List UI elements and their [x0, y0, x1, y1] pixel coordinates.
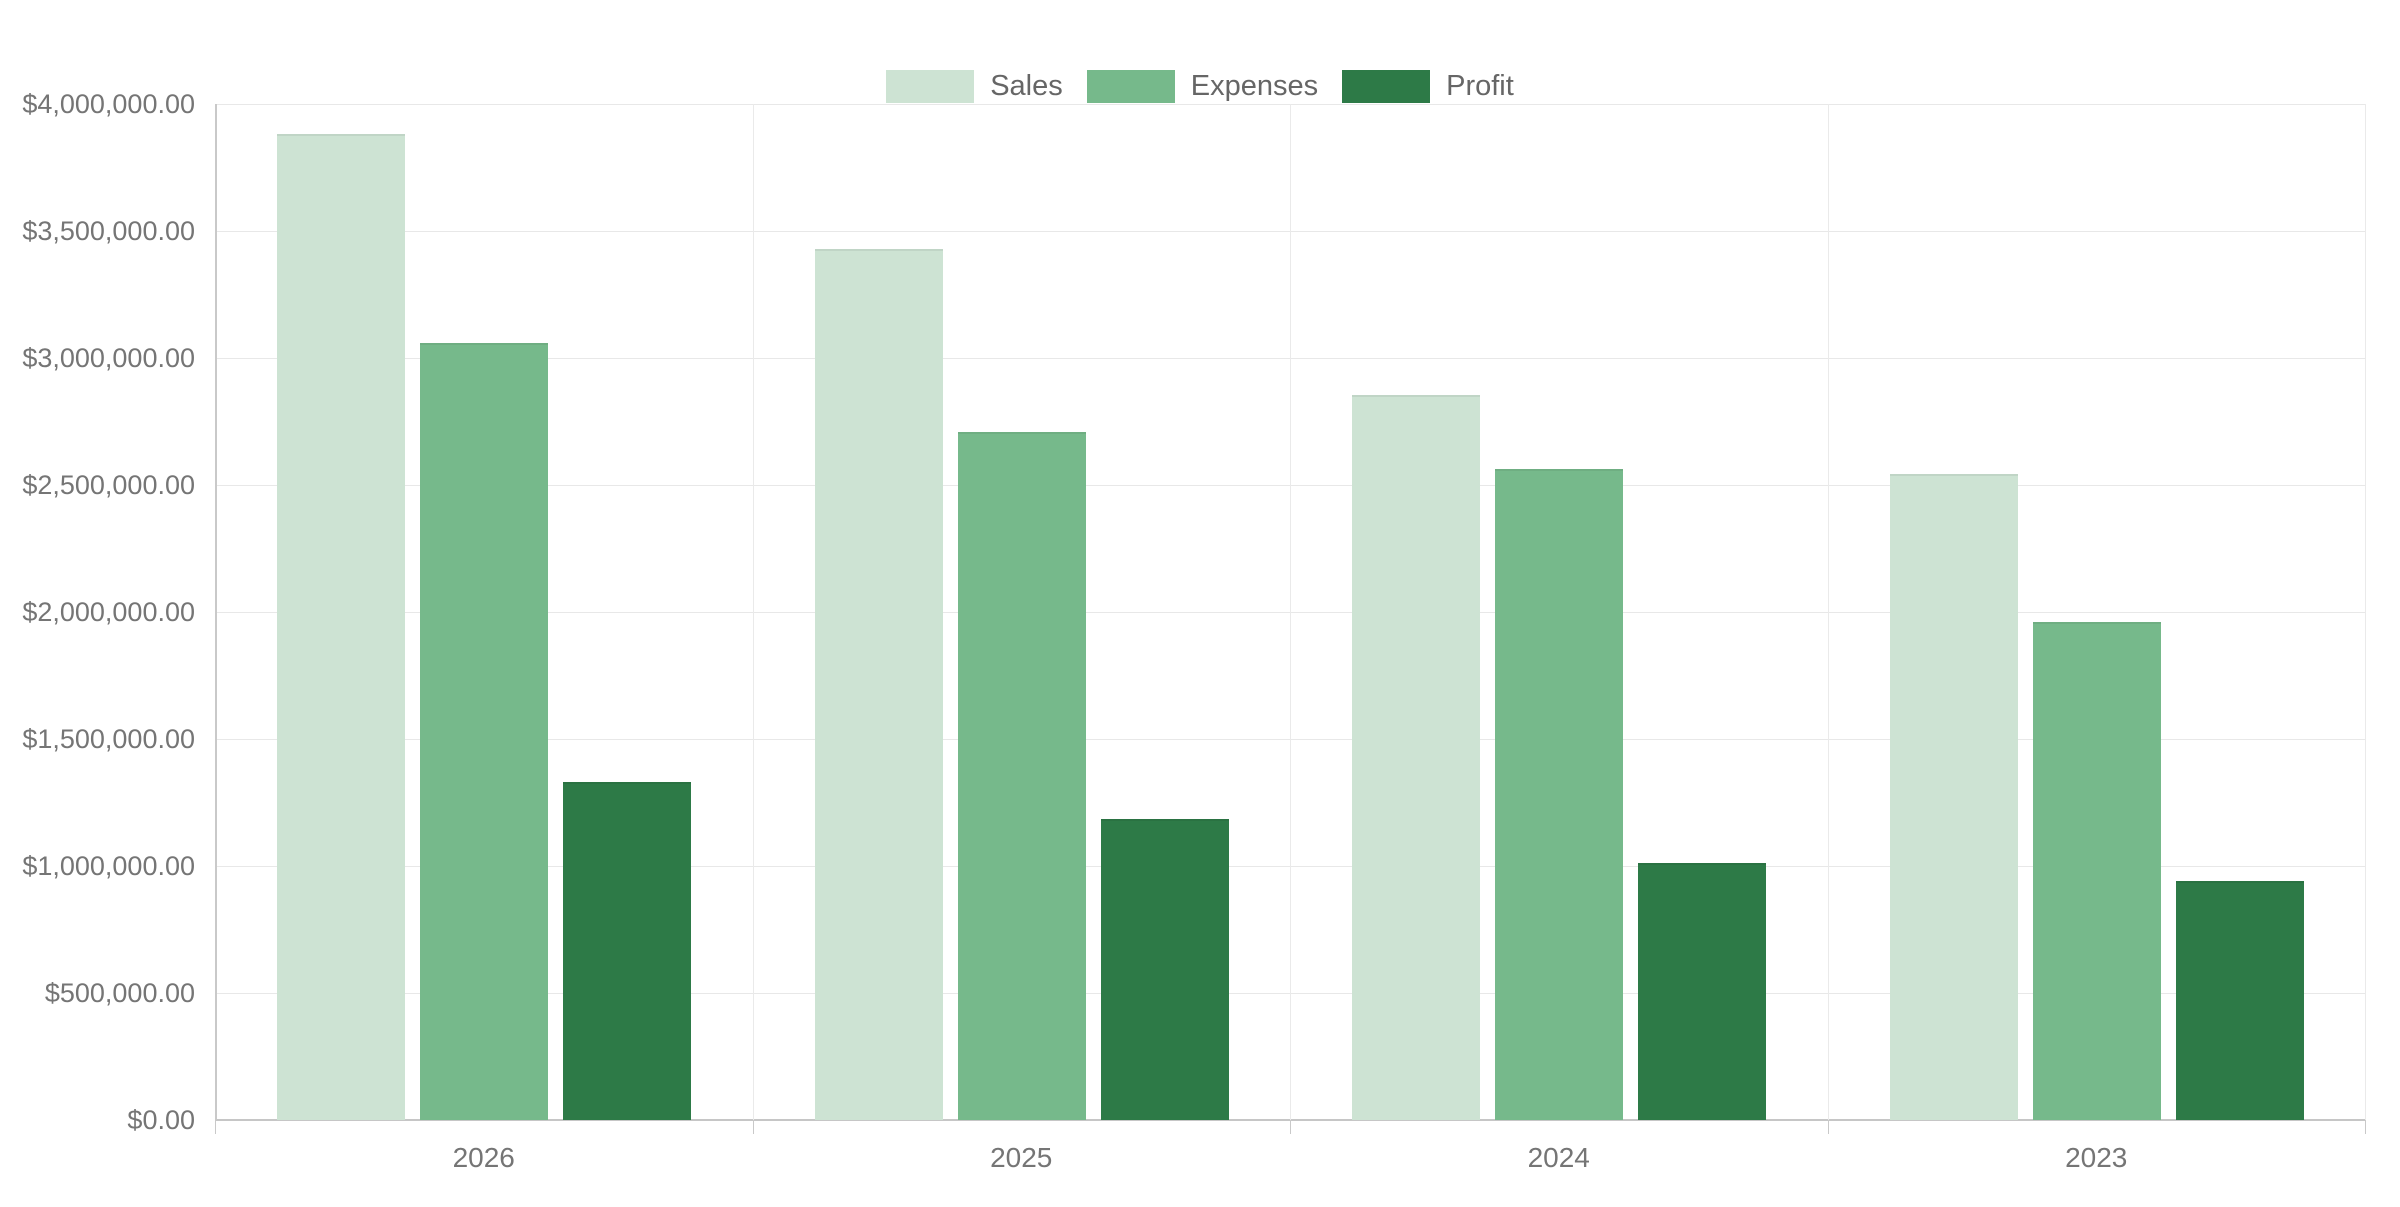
- bar-expenses-2026[interactable]: [420, 342, 548, 1120]
- y-axis-tick-label: $2,000,000.00: [22, 597, 195, 627]
- legend-swatch-expenses: [1086, 70, 1175, 103]
- x-axis-tick: [1828, 1120, 1829, 1134]
- legend-item-profit[interactable]: Profit: [1342, 70, 1514, 103]
- bar-sales-2023[interactable]: [1890, 473, 2018, 1120]
- y-axis-tick-label: $0.00: [127, 1105, 195, 1135]
- legend-label-sales: Sales: [990, 70, 1063, 102]
- chart-legend: Sales Expenses Profit: [0, 70, 2400, 103]
- bar-sales-2025[interactable]: [815, 248, 943, 1120]
- x-axis-label-2026: 2026: [452, 1142, 515, 1173]
- x-axis-tick: [215, 1120, 216, 1134]
- group-separator-line: [1290, 104, 1291, 1120]
- bar-expenses-2025[interactable]: [958, 431, 1086, 1120]
- y-axis-line: [215, 104, 217, 1120]
- bar-profit-2023[interactable]: [2176, 881, 2304, 1120]
- bar-profit-2024[interactable]: [1638, 863, 1766, 1120]
- legend-item-sales[interactable]: Sales: [886, 70, 1063, 103]
- group-separator-line: [1828, 104, 1829, 1120]
- bar-group-2024: [1290, 104, 1828, 1120]
- bar-chart-plot-area: [215, 104, 2366, 1134]
- bar-expenses-2024[interactable]: [1495, 468, 1623, 1120]
- bar-group-2026: [215, 104, 753, 1120]
- y-axis-tick-label: $1,000,000.00: [22, 851, 195, 881]
- y-axis-tick-label: $500,000.00: [44, 978, 195, 1008]
- bar-profit-2025[interactable]: [1101, 819, 1229, 1120]
- bar-sales-2024[interactable]: [1352, 394, 1480, 1120]
- bar-sales-2026[interactable]: [277, 134, 405, 1120]
- group-separator-line: [2365, 104, 2366, 1120]
- legend-swatch-profit: [1342, 70, 1431, 103]
- bar-expenses-2023[interactable]: [2033, 622, 2161, 1120]
- x-axis-tick: [753, 1120, 754, 1134]
- y-axis-tick-label: $1,500,000.00: [22, 724, 195, 754]
- y-axis-tick-label: $3,000,000.00: [22, 343, 195, 373]
- y-axis-tick-label: $3,500,000.00: [22, 216, 195, 246]
- y-axis-tick-label: $2,500,000.00: [22, 470, 195, 500]
- x-axis-tick: [2365, 1120, 2366, 1134]
- legend-label-expenses: Expenses: [1190, 70, 1319, 102]
- y-axis-tick-label: $4,000,000.00: [22, 89, 195, 119]
- x-axis-label-2023: 2023: [2065, 1142, 2128, 1173]
- x-axis-label-2024: 2024: [1527, 1142, 1590, 1173]
- x-axis-tick: [1290, 1120, 1291, 1134]
- legend-swatch-sales: [886, 70, 975, 103]
- legend-item-expenses[interactable]: Expenses: [1086, 70, 1319, 103]
- x-axis-label-2025: 2025: [990, 1142, 1053, 1173]
- legend-label-profit: Profit: [1446, 70, 1514, 102]
- group-separator-line: [753, 104, 754, 1120]
- bar-group-2023: [1828, 104, 2366, 1120]
- bar-group-2025: [753, 104, 1291, 1120]
- bar-profit-2026[interactable]: [563, 782, 691, 1120]
